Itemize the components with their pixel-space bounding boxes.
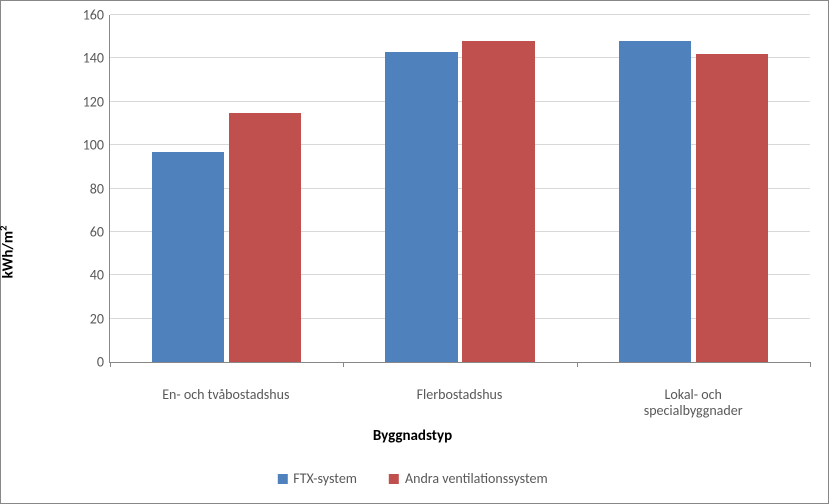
bar — [619, 41, 691, 362]
bar — [229, 113, 301, 362]
x-axis-label: Byggnadstyp — [373, 427, 452, 445]
legend-label: FTX-system — [293, 470, 357, 487]
y-tick-label: 0 — [97, 354, 110, 371]
legend: FTX-system Andra ventilationssystem — [277, 470, 547, 487]
legend-item: FTX-system — [277, 470, 357, 487]
bar — [462, 41, 534, 362]
x-tick-mark — [110, 362, 111, 367]
category-label: Lokal- och specialbyggnader — [644, 387, 743, 419]
y-tick-label: 160 — [83, 7, 110, 24]
bar — [152, 152, 224, 362]
bar — [385, 52, 457, 362]
x-tick-mark — [577, 362, 578, 367]
y-tick-label: 80 — [90, 180, 110, 197]
bars — [110, 15, 810, 362]
y-tick-label: 120 — [83, 93, 110, 110]
chart-frame: kWh/m2 020406080100120140160 En- och två… — [0, 0, 829, 504]
category-label: En- och tvåbostadshus — [162, 387, 289, 403]
category-label: Flerbostadshus — [417, 387, 503, 403]
plot-area: 020406080100120140160 — [109, 15, 810, 363]
y-axis-label: kWh/m2 — [0, 226, 18, 279]
x-tick-mark — [810, 362, 811, 367]
y-tick-label: 40 — [90, 267, 110, 284]
bar — [696, 54, 768, 362]
chart-inner: kWh/m2 020406080100120140160 En- och två… — [11, 11, 814, 493]
x-axis-category-labels: En- och tvåbostadshusFlerbostadshusLokal… — [109, 381, 810, 403]
legend-item: Andra ventilationssystem — [389, 470, 548, 487]
plot-wrap: 020406080100120140160 En- och tvåbostads… — [73, 15, 810, 385]
y-tick-label: 60 — [90, 223, 110, 240]
y-tick-label: 20 — [90, 310, 110, 327]
y-tick-label: 100 — [83, 137, 110, 154]
legend-label: Andra ventilationssystem — [405, 470, 548, 487]
legend-swatch — [277, 474, 287, 484]
x-tick-mark — [343, 362, 344, 367]
legend-swatch — [389, 474, 399, 484]
y-tick-label: 140 — [83, 50, 110, 67]
